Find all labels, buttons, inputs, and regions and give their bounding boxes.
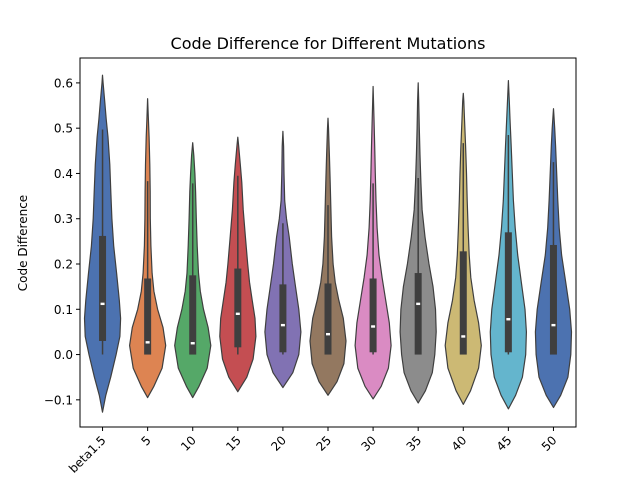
violin-30 — [354, 85, 392, 400]
violin-40 — [444, 92, 482, 405]
violin-iqr-box — [324, 283, 332, 355]
violin-20 — [264, 130, 302, 389]
violin-iqr-box — [414, 273, 422, 355]
y-tick-label: 0.3 — [54, 212, 73, 226]
violin-50 — [534, 108, 573, 409]
y-tick-label: −0.1 — [44, 393, 73, 407]
violin-25 — [309, 117, 347, 396]
violin-median — [235, 312, 240, 316]
y-tick-label: 0.4 — [54, 167, 73, 181]
y-tick-label: 0.2 — [54, 258, 73, 272]
violin-iqr-box — [504, 232, 512, 353]
violin-median — [371, 325, 376, 328]
violin-10 — [174, 142, 212, 399]
violin-iqr-box — [99, 235, 107, 341]
violin-iqr-box — [549, 244, 557, 355]
violin-median — [551, 323, 556, 327]
violin-15 — [219, 136, 257, 393]
violins-layer — [83, 74, 573, 413]
violin-median — [145, 341, 150, 344]
chart-title: Code Difference for Different Mutations — [171, 34, 486, 53]
violin-iqr-box — [459, 251, 467, 355]
violin-5 — [129, 98, 167, 399]
y-tick-label: 0.0 — [54, 348, 73, 362]
y-tick-label: 0.1 — [54, 303, 73, 317]
y-tick-label: 0.5 — [54, 122, 73, 136]
y-axis-ticks: −0.1 0.0 0.1 0.2 0.3 0.4 0.5 0.6 — [44, 76, 80, 407]
violin-35 — [399, 82, 437, 404]
violin-median — [326, 332, 330, 336]
violin-median — [100, 302, 105, 306]
violin-iqr-box — [189, 275, 197, 355]
violin-iqr-box — [279, 284, 287, 353]
violin-iqr-box — [369, 278, 377, 353]
violin-iqr-box — [234, 268, 242, 348]
violin-median — [416, 302, 421, 306]
plot-frame — [79, 57, 577, 428]
y-tick-label: 0.6 — [54, 76, 73, 90]
violin-beta1.5 — [83, 74, 122, 413]
violin-median — [280, 323, 285, 327]
violin-median — [190, 342, 195, 345]
y-axis-label: Code Difference — [16, 195, 30, 291]
violin-median — [461, 335, 466, 338]
violin-45 — [489, 80, 527, 410]
violin-median — [506, 318, 511, 321]
violin-iqr-box — [144, 278, 152, 355]
